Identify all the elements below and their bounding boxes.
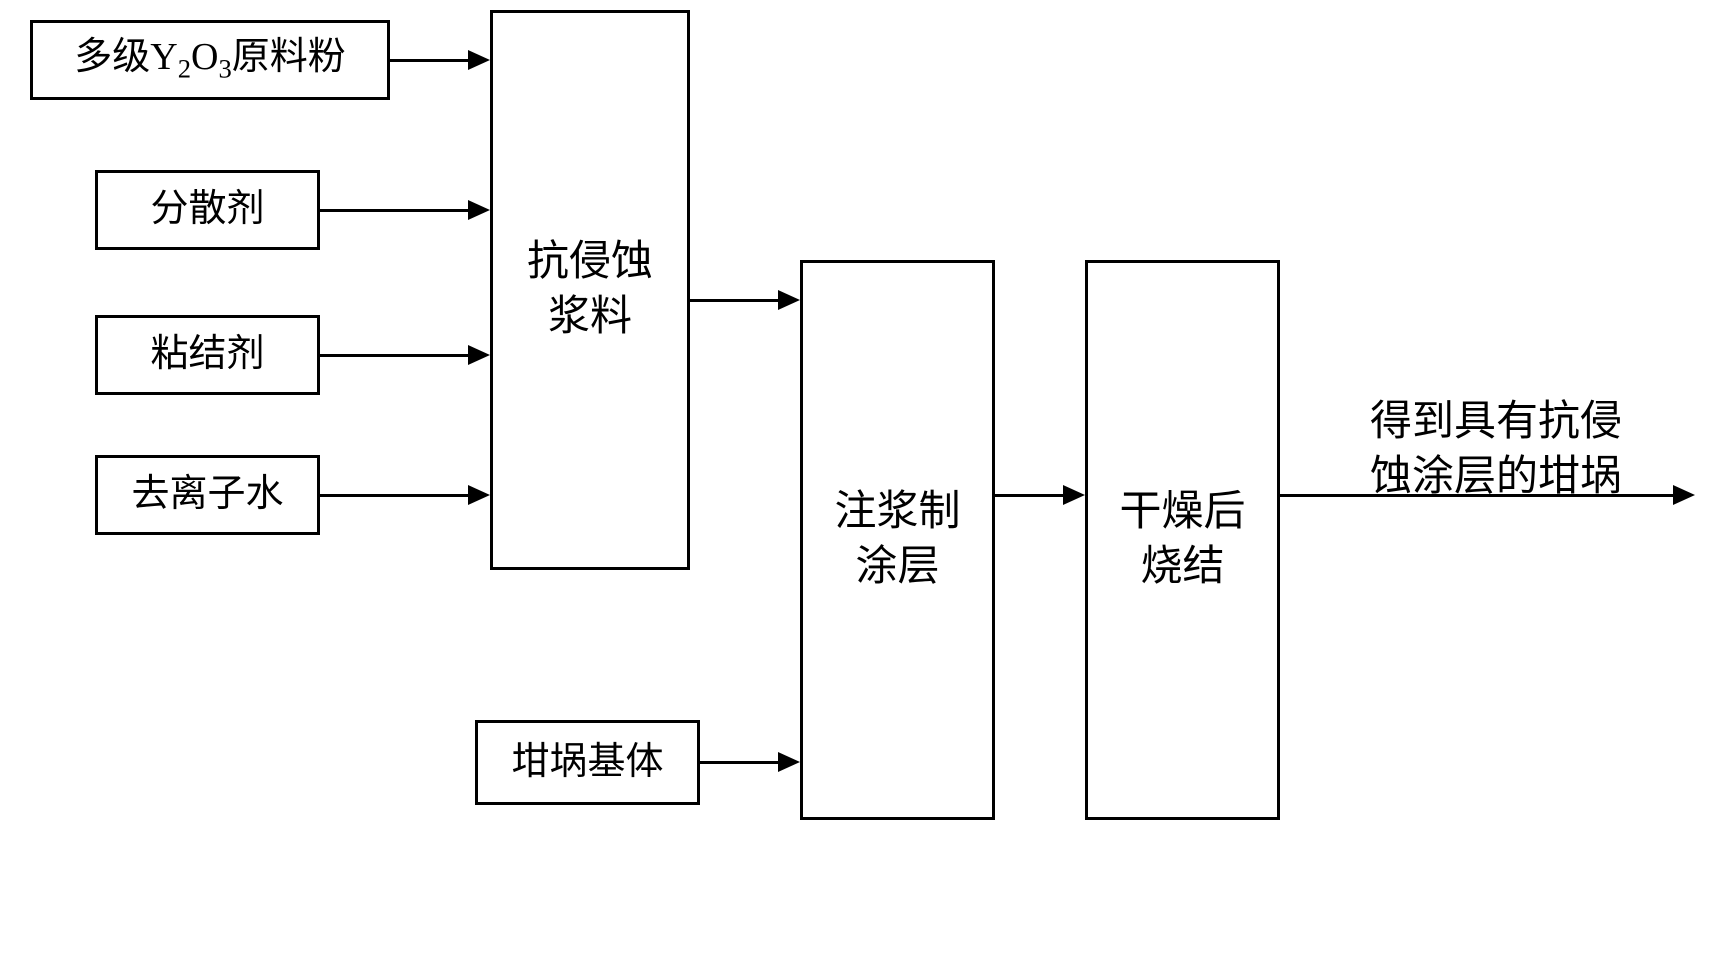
box-input5: 坩埚基体 [475,720,700,805]
arrow-head-0 [468,50,490,70]
box-label: 干燥后 [1119,485,1245,540]
arrow-line-1 [320,209,472,212]
box-label: 多级Y2O3原料粉 [74,33,346,86]
box-label: 涂层 [855,540,939,595]
arrow-head-3 [468,485,490,505]
arrow-line-3 [320,494,472,497]
box-coating: 注浆制涂层 [800,260,995,820]
arrow-head-7 [1673,485,1695,505]
arrow-head-6 [1063,485,1085,505]
arrow-line-0 [390,59,472,62]
box-label: 粘结剂 [150,330,264,379]
box-input1: 多级Y2O3原料粉 [30,20,390,100]
output-line: 蚀涂层的坩埚 [1370,450,1622,505]
box-input4: 去离子水 [95,455,320,535]
box-slurry: 抗侵蚀浆料 [490,10,690,570]
output-line: 得到具有抗侵 [1370,395,1622,450]
arrow-line-5 [700,761,782,764]
box-sinter: 干燥后烧结 [1085,260,1280,820]
output-label: 得到具有抗侵蚀涂层的坩埚 [1370,395,1622,504]
arrow-head-1 [468,200,490,220]
arrow-head-2 [468,345,490,365]
box-label: 烧结 [1140,540,1224,595]
arrow-line-2 [320,354,472,357]
box-label: 注浆制 [834,485,960,540]
box-label: 分散剂 [150,185,264,234]
arrow-line-6 [995,494,1067,497]
box-label: 坩埚基体 [511,738,663,787]
box-label: 浆料 [548,290,632,345]
box-input2: 分散剂 [95,170,320,250]
arrow-line-4 [690,299,782,302]
box-label: 去离子水 [131,470,283,519]
arrow-head-4 [778,290,800,310]
arrow-head-5 [778,752,800,772]
box-input3: 粘结剂 [95,315,320,395]
box-label: 抗侵蚀 [527,235,653,290]
